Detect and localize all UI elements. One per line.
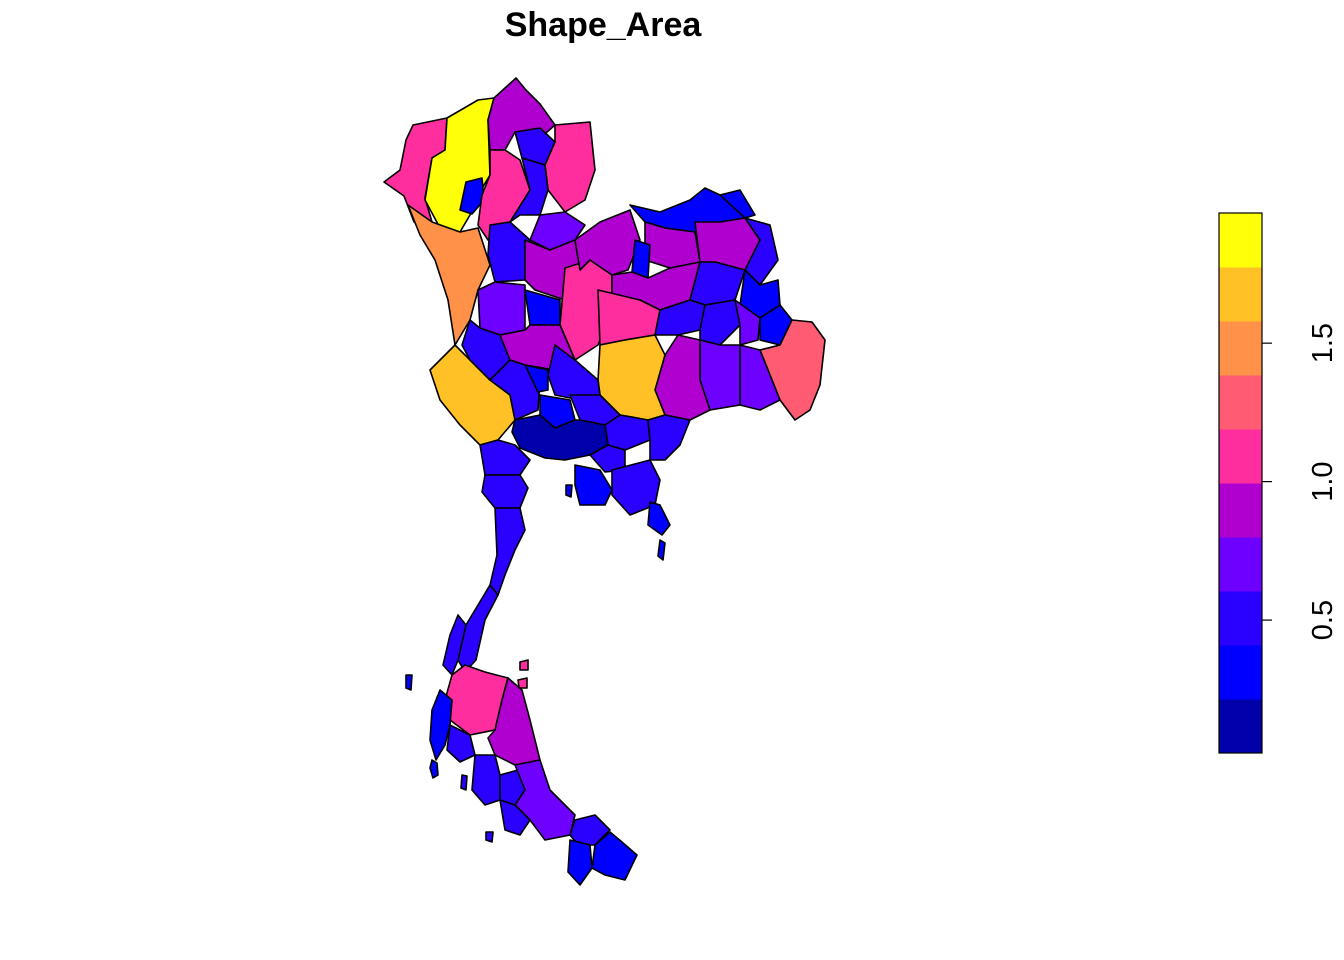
legend-tick-label-0: 0.5 [1307,600,1339,640]
province-tak [407,204,491,346]
province-phang-nga [429,689,453,761]
province-lamphun [459,177,485,215]
legend-bin-3 [1219,537,1262,592]
legend-bin-6 [1219,375,1262,430]
legend-bin-0 [1219,699,1262,754]
province-chonburi [574,464,613,506]
legend-bin-5 [1219,429,1262,484]
province-narathiwat [591,831,638,881]
province-chai-nat [524,364,549,393]
province-sa-kaeo [647,414,691,461]
province-chachoengsao [589,444,626,473]
province-trat [647,501,671,536]
legend-bin-9 [1219,213,1262,268]
province-sukhothai [487,221,531,283]
province-prachuap-khiri-khan [489,507,526,596]
province-roi-et [699,299,741,346]
map-title: Shape_Area [505,6,703,44]
province-bueng-kan [719,189,756,219]
province-loei [574,209,641,276]
province-phrae [509,157,549,223]
legend-tick-label-2: 1.5 [1307,323,1339,363]
island-chonburi-coast [565,484,573,498]
province-phetchaburi [481,474,529,509]
island-phuket [429,759,439,779]
province-nan [544,121,596,213]
legend-bin-8 [1219,267,1262,322]
province-satun [499,799,531,836]
legend-bin-4 [1219,483,1262,538]
legend-frame [1218,212,1263,754]
island-ko-lanta [460,774,468,791]
legend-tick-label-1: 1.0 [1307,461,1339,501]
province-nakhon-si-thammarat [487,677,541,766]
legend-bin-1 [1219,645,1262,700]
island-ko-samui [519,659,529,671]
island-ko-pha-ngan [517,677,528,689]
island-ko-tarutao [485,831,494,843]
island-andaman-west [405,674,413,691]
legend-bin-2 [1219,591,1262,646]
province-yala [567,839,593,886]
province-kamphaeng-phet [477,281,526,336]
province-kalasin [689,261,746,306]
province-krabi [446,724,476,763]
color-legend: 0.5 1.0 1.5 [1218,212,1339,754]
province-prachinburi [604,414,651,451]
province-trang [471,754,501,806]
legend-bin-7 [1219,321,1262,376]
province-yasothon [734,299,761,346]
thailand-province-map [383,77,826,886]
island-ko-chang [657,539,666,561]
